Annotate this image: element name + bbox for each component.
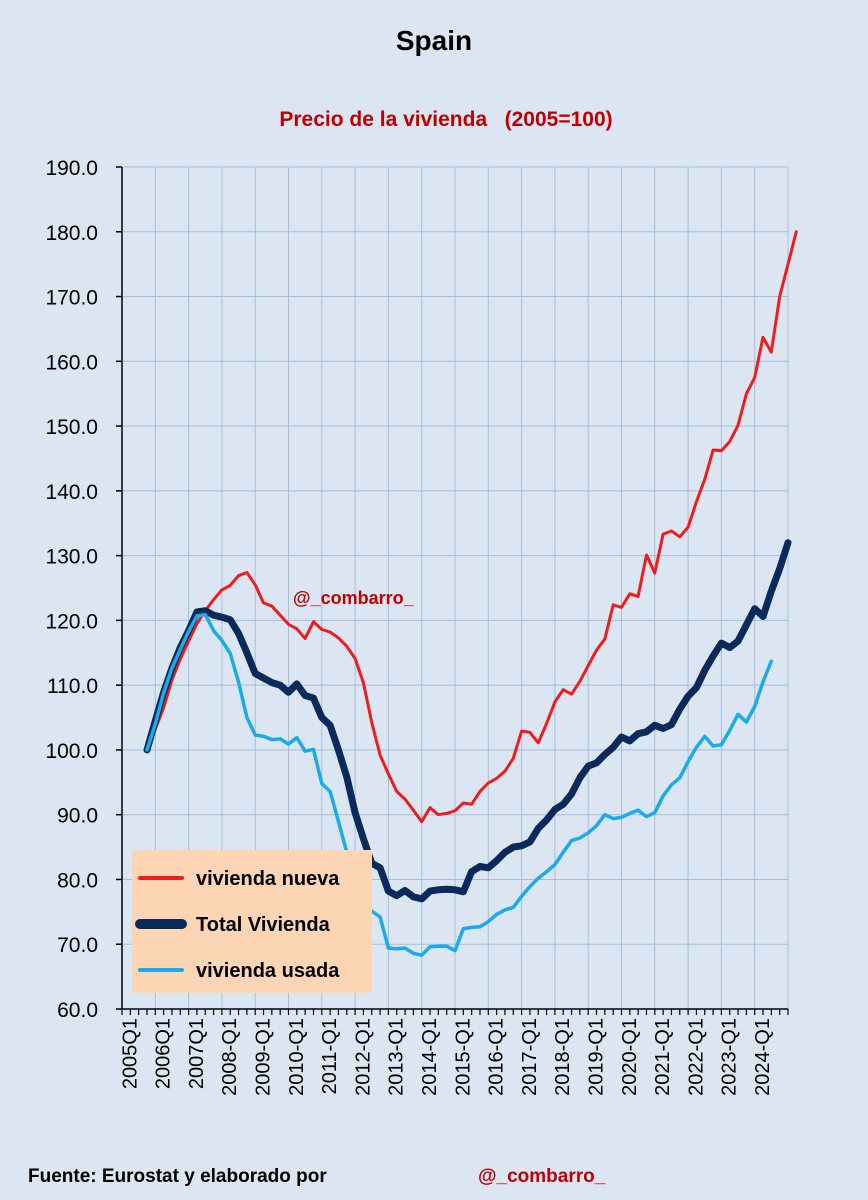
x-tick-label: 2016-Q1 [486, 1018, 508, 1096]
x-tick-label: 2019-Q1 [586, 1018, 608, 1096]
y-tick-label: 190.0 [45, 157, 98, 180]
x-tick-label: 2015-Q1 [452, 1018, 474, 1096]
x-tick-label: 2020-Q1 [619, 1018, 641, 1096]
x-tick-label: 2005Q1 [119, 1018, 141, 1089]
series-lines [143, 230, 798, 957]
x-tick-label: 2011-Q1 [319, 1018, 341, 1094]
x-tick-label: 2012-Q1 [352, 1018, 374, 1096]
x-tick-label: 2018-Q1 [552, 1018, 574, 1096]
legend-label-vivienda-nueva: vivienda nueva [196, 868, 340, 890]
x-tick-label: 2013-Q1 [386, 1018, 408, 1096]
axes: 60.0 70.0 80.0 90.0 100.0 110.0 120.0 130.0 140.… [45, 157, 789, 1096]
y-tick-label: 180.0 [45, 222, 98, 245]
legend-label-vivienda-usada: vivienda usada [196, 960, 340, 982]
x-tick-label: 2006Q1 [153, 1018, 175, 1089]
x-tick-label: 2008-Q1 [219, 1018, 241, 1096]
legend: vivienda nueva Total Vivienda vivienda usa… [132, 850, 372, 993]
chart-subtitle: Precio de la vivienda (2005=100) [279, 108, 612, 131]
y-tick-label: 150.0 [45, 416, 98, 439]
footer-author: @_combarro_ [478, 1166, 606, 1187]
x-tick-label: 2022-Q1 [685, 1018, 707, 1096]
x-tick-label: 2010-Q1 [286, 1018, 308, 1096]
y-tick-label: 100.0 [45, 740, 98, 763]
x-tick-label: 2024-Q1 [752, 1018, 774, 1096]
y-tick-label: 60.0 [57, 999, 98, 1022]
series-line-vivienda-usada [145, 612, 774, 957]
x-tick-label: 2014-Q1 [419, 1018, 441, 1096]
x-tick-label: 2021-Q1 [652, 1018, 674, 1096]
y-tick-label: 160.0 [45, 351, 98, 374]
x-tick-label: 2007Q1 [186, 1018, 208, 1089]
series-line-vivienda-nueva [145, 230, 798, 824]
legend-label-total-vivienda: Total Vivienda [196, 914, 331, 936]
y-tick-label: 110.0 [47, 675, 98, 698]
y-tick-label: 80.0 [57, 869, 98, 892]
y-tick-label: 170.0 [45, 287, 98, 310]
series-line-total-vivienda [143, 539, 792, 903]
x-tick-label: 2017-Q1 [519, 1018, 541, 1096]
x-tick-label: 2023-Q1 [719, 1018, 741, 1096]
x-tick-label: 2009-Q1 [253, 1018, 275, 1096]
y-tick-label: 130.0 [45, 546, 98, 569]
y-tick-label: 90.0 [57, 805, 98, 828]
y-tick-label: 140.0 [45, 481, 98, 504]
watermark-label: @_combarro_ [293, 588, 415, 608]
y-tick-label: 70.0 [57, 934, 98, 957]
footer-source: Fuente: Eurostat y elaborado por [28, 1166, 327, 1187]
y-tick-label: 120.0 [45, 610, 98, 633]
chart-title: Spain [396, 25, 472, 56]
